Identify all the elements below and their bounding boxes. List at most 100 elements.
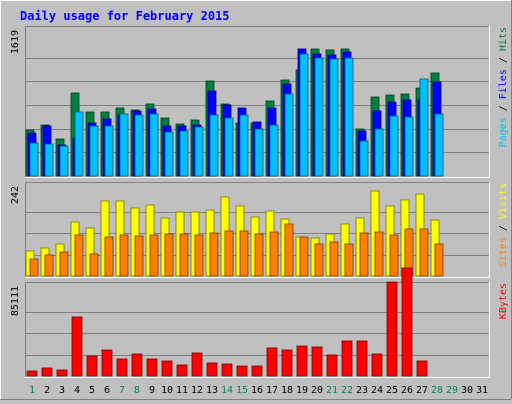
bar-kbytes-day-16 <box>251 365 263 377</box>
panel-visits-sites-series-sites <box>29 223 444 277</box>
x-tick-day-24: 24 <box>371 385 383 396</box>
bar-kbytes-day-24 <box>371 353 383 377</box>
bar-pages-day-26 <box>404 116 414 177</box>
x-tick-day-28: 28 <box>431 385 443 396</box>
bar-sites-day-11 <box>179 233 189 277</box>
panel-kbytes-legend-text: KBytes <box>498 283 509 319</box>
bar-kbytes-day-17 <box>266 347 278 377</box>
bar-sites-day-23 <box>359 232 369 277</box>
bar-kbytes-day-10 <box>161 360 173 377</box>
bar-kbytes-day-21 <box>326 354 338 377</box>
bar-pages-day-22 <box>344 57 354 177</box>
panel-visits-sites-legend-sites: Sites <box>498 237 509 267</box>
panel-visits-sites-legend-visits: Visits <box>498 183 509 219</box>
chart-title: Daily usage for February 2015 <box>20 9 230 23</box>
x-tick-day-12: 12 <box>191 385 203 396</box>
bar-sites-day-28 <box>434 243 444 277</box>
x-tick-day-7: 7 <box>119 385 125 396</box>
bar-pages-day-25 <box>389 115 399 177</box>
bar-sites-day-15 <box>239 230 249 277</box>
bar-sites-day-18 <box>284 223 294 277</box>
bar-sites-day-8 <box>134 235 144 277</box>
x-tick-day-15: 15 <box>236 385 248 396</box>
bar-kbytes-day-7 <box>116 358 128 377</box>
bar-pages-day-10 <box>164 131 174 177</box>
panel-kbytes-legend-kbytes: KBytes <box>498 283 509 319</box>
x-tick-day-19: 19 <box>296 385 308 396</box>
bar-kbytes-day-26 <box>401 267 413 377</box>
bar-pages-day-4 <box>74 111 84 177</box>
bar-sites-day-2 <box>44 254 54 277</box>
x-tick-day-26: 26 <box>401 385 413 396</box>
bar-pages-day-27 <box>419 78 429 177</box>
bar-sites-day-7 <box>119 234 129 277</box>
x-tick-day-25: 25 <box>386 385 398 396</box>
bar-sites-day-16 <box>254 233 264 277</box>
bar-pages-day-16 <box>254 128 264 177</box>
x-tick-day-27: 27 <box>416 385 428 396</box>
x-tick-day-21: 21 <box>326 385 338 396</box>
x-tick-day-5: 5 <box>89 385 95 396</box>
bar-sites-day-20 <box>314 243 324 277</box>
bar-pages-day-1 <box>29 142 39 177</box>
bar-sites-day-27 <box>419 228 429 277</box>
x-tick-day-23: 23 <box>356 385 368 396</box>
x-tick-day-30: 30 <box>461 385 473 396</box>
panel-visits-sites: 242 Sites / Visits <box>10 182 509 278</box>
bar-kbytes-day-19 <box>296 345 308 377</box>
bar-pages-day-3 <box>59 145 69 177</box>
bar-kbytes-day-25 <box>386 281 398 377</box>
bar-sites-day-17 <box>269 231 279 277</box>
panel-hits-files-pages-legend-hits: Hits <box>498 27 509 51</box>
bar-kbytes-day-12 <box>191 352 203 377</box>
chart-panels: 1619 Pages / Files / Hits 242 Sites / Visit… <box>10 26 509 378</box>
bar-pages-day-2 <box>44 143 54 177</box>
bar-pages-day-13 <box>209 114 219 177</box>
panel-hits-files-pages-legend-files: Files <box>498 69 509 99</box>
x-tick-day-22: 22 <box>341 385 353 396</box>
bar-sites-day-14 <box>224 230 234 277</box>
panel-visits-sites-legend-separator: / <box>498 219 509 237</box>
x-tick-day-9: 9 <box>149 385 155 396</box>
bar-pages-day-15 <box>239 114 249 177</box>
x-tick-day-13: 13 <box>206 385 218 396</box>
panel-hits-files-pages-series-pages <box>29 53 444 177</box>
bar-pages-day-14 <box>224 117 234 177</box>
bar-sites-day-9 <box>149 234 159 277</box>
panel-hits-files-pages-legend-separator: / <box>498 99 509 117</box>
x-tick-day-20: 20 <box>311 385 323 396</box>
bar-pages-day-8 <box>134 114 144 177</box>
bar-kbytes-day-22 <box>341 340 353 377</box>
x-tick-day-31: 31 <box>476 385 488 396</box>
bar-kbytes-day-3 <box>56 369 68 377</box>
panel-hits-files-pages-legend-separator: / <box>498 51 509 69</box>
bar-kbytes-day-2 <box>41 367 53 377</box>
bar-kbytes-day-14 <box>221 363 233 377</box>
bar-sites-day-6 <box>104 236 114 277</box>
x-axis-labels: 1 2 3 4 5 6 7 8 9 10 11 12 13 14 15 16 17 18 19 20 21 22 23 24 2… <box>29 385 488 396</box>
bar-kbytes-day-6 <box>101 349 113 377</box>
x-tick-day-3: 3 <box>59 385 65 396</box>
bar-pages-day-21 <box>329 58 339 177</box>
x-tick-day-10: 10 <box>161 385 173 396</box>
bar-kbytes-day-9 <box>146 358 158 377</box>
bar-kbytes-day-4 <box>71 316 83 377</box>
panel-visits-sites-scale-label: 242 <box>10 186 21 204</box>
bar-kbytes-day-13 <box>206 362 218 377</box>
bar-sites-day-4 <box>74 234 84 277</box>
panel-hits-files-pages: 1619 Pages / Files / Hits <box>10 26 509 178</box>
x-tick-day-11: 11 <box>176 385 188 396</box>
panel-hits-files-pages-legend-text: Pages / Files / Hits <box>498 27 509 147</box>
panel-kbytes: 85111 KBytes <box>10 267 509 378</box>
x-tick-day-16: 16 <box>251 385 263 396</box>
x-tick-day-8: 8 <box>134 385 140 396</box>
bar-kbytes-day-8 <box>131 353 143 377</box>
x-tick-day-4: 4 <box>74 385 80 396</box>
panel-kbytes-scale-label: 85111 <box>10 286 21 316</box>
bar-kbytes-day-11 <box>176 364 188 377</box>
x-tick-day-2: 2 <box>44 385 50 396</box>
bar-kbytes-day-23 <box>356 340 368 377</box>
panel-kbytes-legend: KBytes <box>498 283 509 319</box>
x-tick-day-17: 17 <box>266 385 278 396</box>
